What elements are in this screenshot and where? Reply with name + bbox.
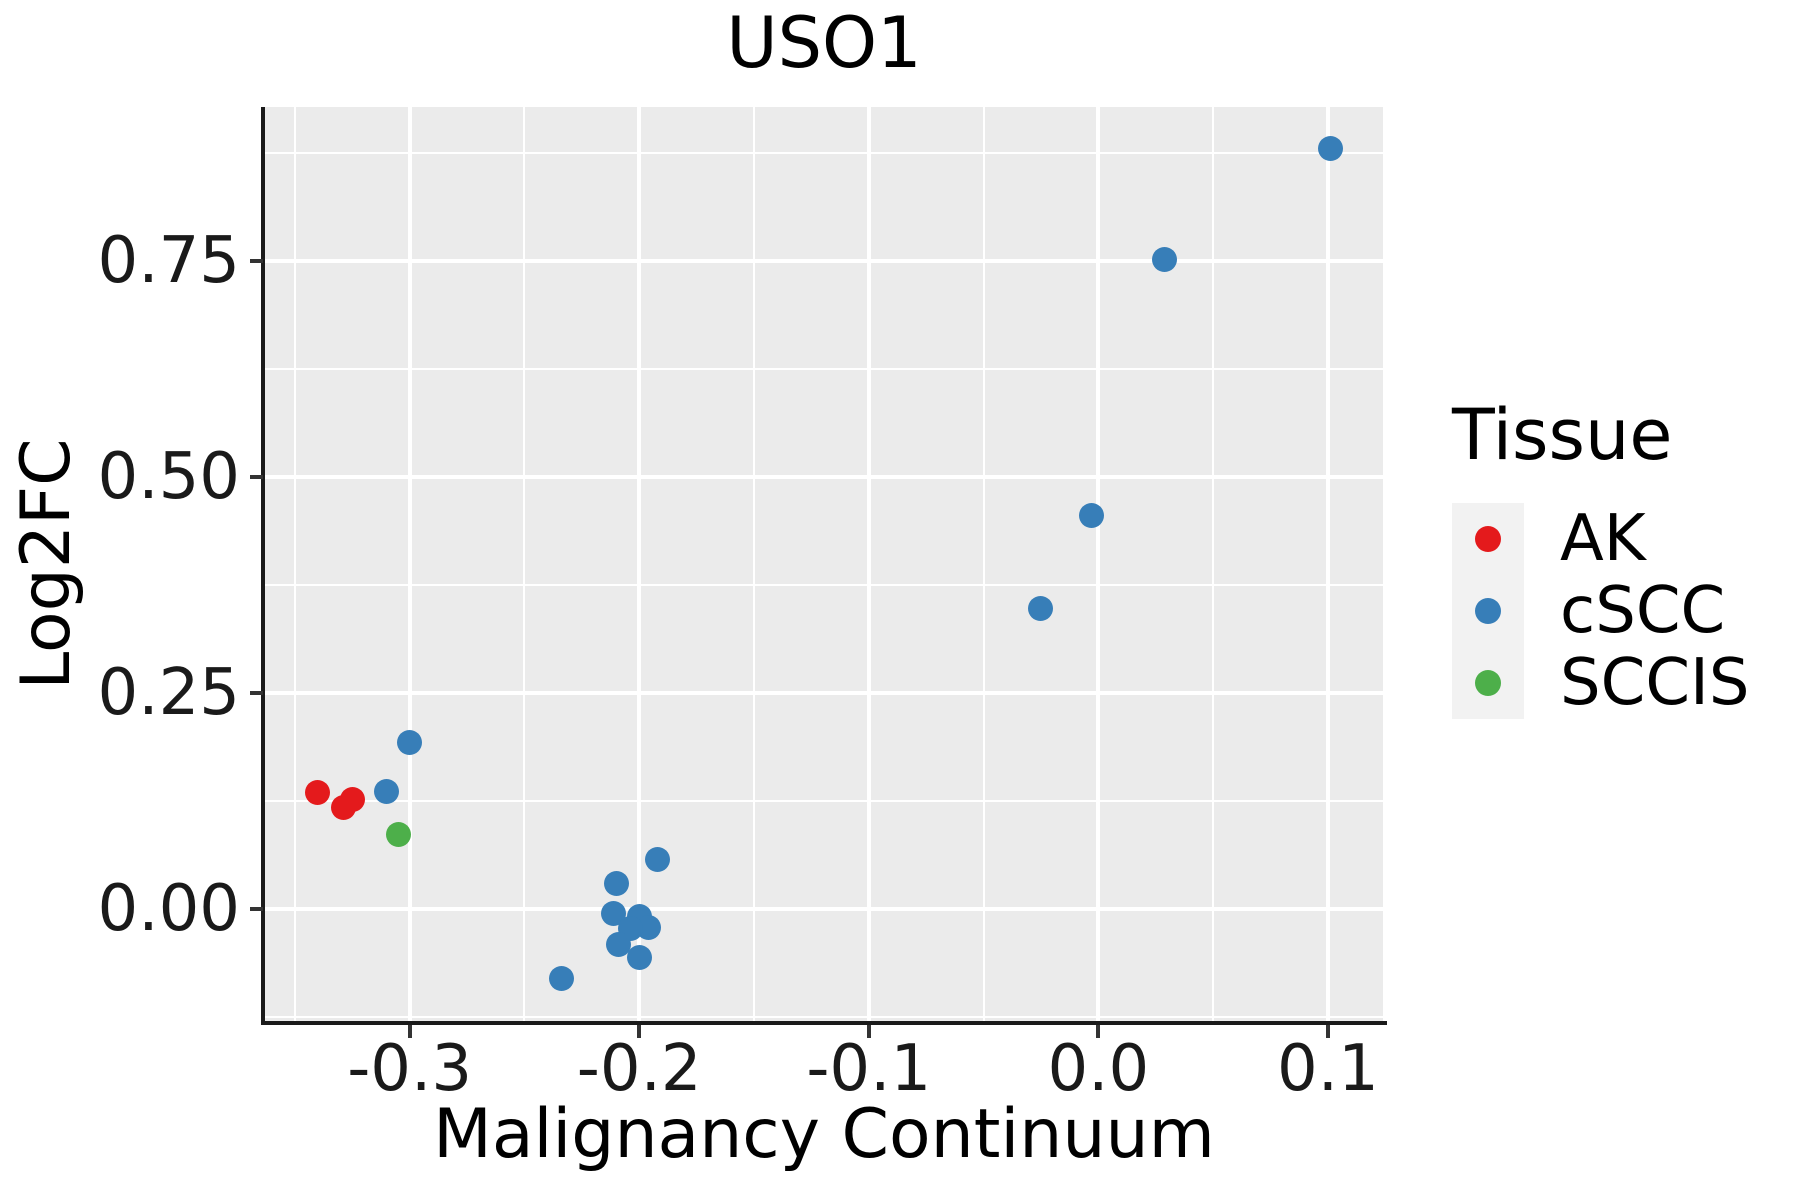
legend-item-cSCC: cSCC xyxy=(1452,575,1750,647)
data-point-AK xyxy=(305,779,331,805)
y-tick-mark xyxy=(250,258,263,263)
data-point-cSCC xyxy=(1317,135,1343,161)
y-axis-line xyxy=(261,107,265,1025)
y-major-gridline xyxy=(265,258,1383,263)
y-tick-mark xyxy=(250,474,263,479)
x-tick-mark xyxy=(637,1025,642,1038)
y-tick-label: 0.00 xyxy=(97,871,241,946)
data-point-cSCC xyxy=(645,846,671,872)
y-major-gridline xyxy=(265,690,1383,695)
y-tick-mark xyxy=(250,906,263,911)
plot-panel xyxy=(265,107,1383,1021)
x-minor-gridline xyxy=(293,107,296,1021)
x-tick-mark xyxy=(1096,1025,1101,1038)
x-minor-gridline xyxy=(982,107,985,1021)
y-tick-label: 0.75 xyxy=(97,223,241,298)
y-major-gridline xyxy=(265,474,1383,479)
data-point-cSCC xyxy=(603,871,629,897)
x-major-gridline xyxy=(407,107,412,1021)
legend-items: AK cSCC SCCIS xyxy=(1452,503,1750,719)
data-point-cSCC xyxy=(1078,503,1104,529)
x-tick-label: 0.1 xyxy=(1277,1032,1379,1106)
data-point-cSCC xyxy=(374,778,400,804)
legend: Tissue AK cSCC SCCIS xyxy=(1452,400,1750,719)
legend-key xyxy=(1452,503,1524,575)
x-tick-label: -0.1 xyxy=(806,1032,932,1106)
x-major-gridline xyxy=(866,107,871,1021)
legend-item-label: cSCC xyxy=(1560,574,1726,648)
legend-item-SCCIS: SCCIS xyxy=(1452,647,1750,719)
y-major-gridline xyxy=(265,906,1383,911)
x-minor-gridline xyxy=(523,107,526,1021)
data-point-cSCC xyxy=(1028,596,1054,622)
x-minor-gridline xyxy=(1212,107,1215,1021)
x-tick-mark xyxy=(866,1025,871,1038)
legend-dot-icon xyxy=(1475,598,1501,624)
y-minor-gridline xyxy=(265,1015,1383,1018)
y-minor-gridline xyxy=(265,151,1383,154)
data-point-AK xyxy=(339,787,365,813)
y-minor-gridline xyxy=(265,367,1383,370)
plot-title: USO1 xyxy=(726,2,922,84)
legend-item-label: AK xyxy=(1560,502,1646,576)
x-tick-label: 0.0 xyxy=(1047,1032,1150,1106)
data-point-cSCC xyxy=(548,966,574,992)
legend-key xyxy=(1452,575,1524,647)
x-axis-line xyxy=(261,1021,1387,1025)
legend-dot-icon xyxy=(1475,526,1501,552)
x-major-gridline xyxy=(1325,107,1330,1021)
x-major-gridline xyxy=(1096,107,1101,1021)
data-point-SCCIS xyxy=(385,821,411,847)
legend-dot-icon xyxy=(1475,670,1501,696)
y-tick-label: 0.50 xyxy=(97,439,241,514)
legend-key xyxy=(1452,647,1524,719)
data-point-cSCC xyxy=(397,730,423,756)
data-point-cSCC xyxy=(1152,247,1178,273)
legend-item-AK: AK xyxy=(1452,503,1750,575)
x-minor-gridline xyxy=(752,107,755,1021)
x-tick-mark xyxy=(407,1025,412,1038)
x-axis-title: Malignancy Continuum xyxy=(433,1095,1215,1174)
data-point-cSCC xyxy=(626,945,652,971)
y-tick-mark xyxy=(250,690,263,695)
y-minor-gridline xyxy=(265,583,1383,586)
x-major-gridline xyxy=(637,107,642,1021)
y-tick-label: 0.25 xyxy=(97,655,241,730)
legend-title: Tissue xyxy=(1452,394,1673,476)
legend-item-label: SCCIS xyxy=(1560,646,1750,720)
x-tick-label: -0.3 xyxy=(347,1032,473,1106)
y-minor-gridline xyxy=(265,799,1383,802)
x-tick-label: -0.2 xyxy=(576,1032,702,1106)
x-tick-mark xyxy=(1325,1025,1330,1038)
